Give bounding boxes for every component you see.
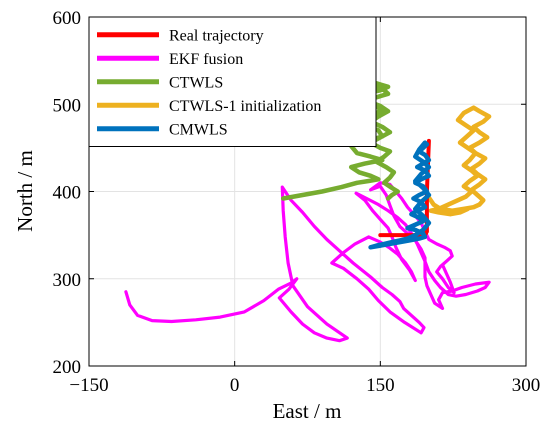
x-tick-label: 0 <box>230 375 240 396</box>
series-line-cmwls <box>368 140 432 250</box>
y-axis-title: North / m <box>13 150 37 232</box>
y-tick-label: 500 <box>53 95 82 116</box>
legend-label: EKF fusion <box>169 51 243 68</box>
series-line-ctwls <box>280 81 401 201</box>
series-layer <box>124 81 492 343</box>
legend: Real trajectory EKF fusion CTWLS CTWLS-1 in… <box>88 16 377 147</box>
y-tick-label: 400 <box>53 183 82 204</box>
legend-label: CTWLS-1 initialization <box>169 98 321 115</box>
axis-ticks: −150 0 150 300 200 300 400 500 600 <box>53 8 541 396</box>
x-axis-title: East / m <box>273 399 342 423</box>
y-tick-label: 600 <box>53 8 82 29</box>
x-tick-label: 150 <box>366 375 395 396</box>
series-line-ekf-fusion <box>124 181 491 343</box>
x-tick-label: 300 <box>512 375 541 396</box>
legend-label: CMWLS <box>169 121 228 138</box>
y-tick-label: 200 <box>53 357 82 378</box>
y-tick-label: 300 <box>53 270 82 291</box>
series-line-ctwls-1-initialization <box>426 105 492 217</box>
legend-label: CTWLS <box>169 74 223 91</box>
legend-label: Real trajectory <box>169 27 264 44</box>
x-tick-label: −150 <box>69 375 108 396</box>
